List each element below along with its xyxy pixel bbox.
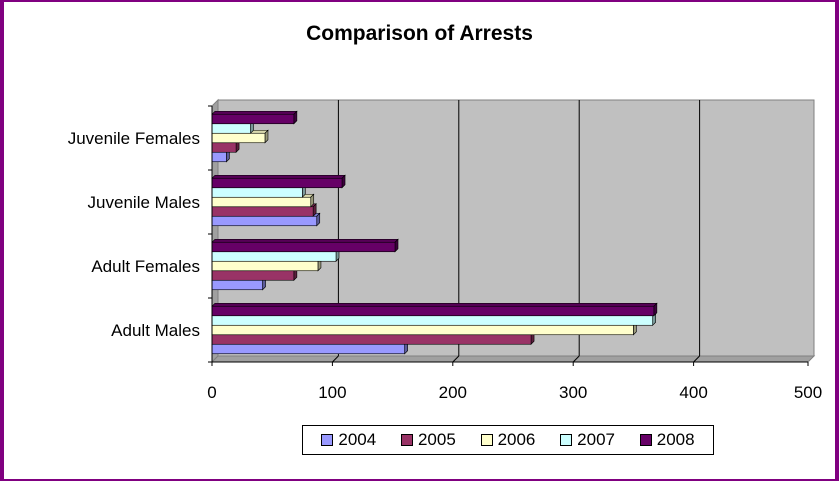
legend-label: 2007 [577,430,615,449]
gridline-floor [452,355,460,363]
bar [211,110,298,125]
legend-label: 2005 [417,430,456,449]
x-tick-label: 0 [207,383,216,402]
category-label: Juvenile Males [88,193,200,212]
bar-front [211,305,655,317]
x-tick-label: 100 [318,383,346,402]
gridline-floor [693,355,700,363]
bar-front [211,241,396,253]
bar-top [211,302,658,307]
chart-title: Comparison of Arrests [306,22,533,45]
bar-front [211,251,337,262]
x-tick-label: 200 [439,383,467,402]
legend-item: 2008 [639,430,695,450]
bar-top [211,238,399,243]
legend-item: 2007 [560,430,615,450]
bar-front [211,206,314,217]
bar-front [211,142,237,153]
legend-swatch [560,434,573,446]
legend-label: 2004 [338,430,377,449]
bar-front [211,343,405,355]
category-label: Juvenile Females [68,129,200,148]
bar-front [211,260,319,272]
legend-item: 2004 [321,430,376,450]
gridline-floor [572,355,580,363]
legend-swatch [400,434,413,446]
bar-front [211,334,532,345]
chart-legend: 2004 2005 2006 2007 2008 [302,425,714,455]
category-label: Adult Males [111,321,200,340]
bar-front [211,196,312,208]
bar-front [211,151,227,163]
legend-label: 2008 [656,430,695,449]
bar-front [211,215,318,227]
legend-item: 2006 [480,430,536,450]
bar-front [211,270,295,281]
bar [211,174,346,189]
bar-front [211,123,251,134]
x-tick-label: 300 [559,383,587,402]
bar-front [211,324,634,336]
legend-swatch [321,434,334,446]
bar [211,238,399,253]
bar-front [211,187,303,198]
x-tick-label: 400 [679,383,707,402]
x-tick-label: 500 [794,383,822,402]
plot-floor [210,355,816,363]
legend-label: 2006 [497,430,536,449]
bar [211,302,658,317]
legend-swatch [480,434,493,446]
category-label: Adult Females [91,257,200,276]
bar-top [211,110,298,115]
legend-item: 2005 [400,430,456,450]
bar-front [211,279,263,291]
bar-front [211,113,295,125]
bar-top [211,174,346,179]
gridline-floor [332,355,339,363]
bar-front [211,315,653,326]
legend-swatch [639,434,652,446]
bar-front [211,177,343,189]
bar-front [211,132,266,144]
